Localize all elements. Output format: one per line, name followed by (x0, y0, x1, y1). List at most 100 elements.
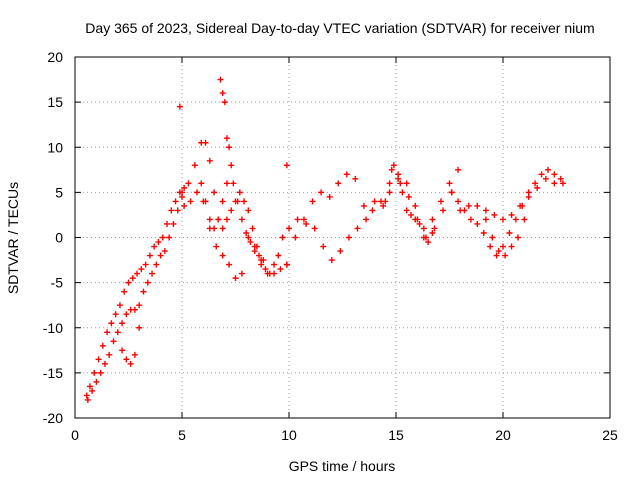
y-tick-label: 0 (55, 230, 63, 246)
data-point (514, 234, 521, 241)
data-point (300, 216, 307, 223)
data-point (500, 216, 506, 223)
data-point (198, 180, 205, 187)
series-track-d (179, 139, 290, 277)
y-tick-label: 10 (47, 139, 63, 155)
data-point (149, 270, 156, 277)
x-tick-label: 10 (281, 427, 297, 443)
data-point (544, 166, 551, 173)
data-point (99, 342, 106, 349)
data-point (448, 189, 455, 196)
data-point (354, 225, 361, 232)
data-point (84, 396, 91, 403)
data-point (104, 329, 111, 336)
data-point (335, 180, 342, 187)
y-tick-label: 15 (47, 94, 63, 110)
data-point (181, 184, 188, 191)
data-point (517, 202, 524, 209)
data-point (405, 193, 412, 200)
data-point (429, 229, 436, 236)
data-point (292, 234, 299, 241)
data-point (219, 90, 226, 97)
data-point (386, 189, 393, 196)
data-point (134, 270, 141, 277)
data-point (455, 166, 462, 173)
data-point (119, 347, 126, 354)
data-points (83, 76, 566, 403)
data-point (412, 216, 419, 223)
data-point (502, 252, 509, 259)
data-point (101, 360, 108, 367)
data-point (97, 369, 104, 376)
x-axis-label: GPS time / hours (289, 458, 396, 474)
data-point (508, 243, 515, 250)
data-point (219, 198, 226, 205)
data-point (151, 243, 158, 250)
data-point (206, 216, 213, 223)
data-point (119, 320, 126, 327)
data-point (371, 198, 378, 205)
data-point (538, 171, 545, 178)
data-point (363, 216, 370, 223)
data-point (525, 189, 532, 196)
data-point (219, 225, 226, 232)
x-tick-labels: 0 5 10 15 20 25 (71, 427, 618, 443)
data-point (108, 320, 115, 327)
data-point (508, 211, 515, 218)
data-point (226, 144, 233, 151)
data-point (245, 234, 252, 241)
grid (75, 57, 610, 418)
axis-ticks (74, 56, 611, 419)
data-point (559, 180, 566, 187)
data-point (440, 207, 447, 214)
data-point (487, 243, 494, 250)
data-point (262, 266, 269, 273)
data-point (551, 171, 558, 178)
data-point (140, 288, 147, 295)
data-point (138, 266, 145, 273)
data-point (164, 220, 171, 227)
data-point (228, 207, 235, 214)
data-point (112, 311, 119, 318)
data-point (166, 234, 173, 241)
data-point (202, 139, 209, 146)
data-point (223, 180, 230, 187)
data-point (337, 248, 344, 255)
data-point (271, 261, 278, 268)
x-tick-label: 15 (388, 427, 404, 443)
data-point (168, 207, 175, 214)
data-point (380, 202, 387, 209)
data-point (326, 193, 333, 200)
data-point (211, 189, 218, 196)
data-point (512, 216, 519, 223)
data-point (179, 189, 185, 196)
data-point (506, 229, 513, 236)
data-point (343, 171, 350, 178)
data-point (283, 261, 290, 268)
data-point (93, 378, 100, 385)
data-point (303, 220, 310, 227)
series-track-a (83, 184, 188, 399)
data-point (369, 207, 376, 214)
data-point (230, 180, 237, 187)
data-point (551, 180, 558, 187)
data-point (123, 311, 130, 318)
data-point (399, 189, 406, 196)
y-tick-label: -20 (43, 410, 63, 426)
data-point (155, 239, 162, 246)
data-point (86, 383, 93, 390)
data-point (256, 252, 263, 259)
y-tick-label: 20 (47, 49, 63, 65)
data-point (493, 252, 500, 259)
data-point (318, 189, 325, 196)
data-point (455, 198, 462, 205)
data-point (277, 266, 284, 273)
data-point (116, 302, 123, 309)
data-point (129, 275, 136, 282)
data-point (131, 351, 138, 358)
data-point (294, 216, 301, 223)
data-point (95, 356, 102, 363)
data-point (159, 234, 166, 241)
data-point (360, 202, 367, 209)
data-point (489, 234, 496, 241)
